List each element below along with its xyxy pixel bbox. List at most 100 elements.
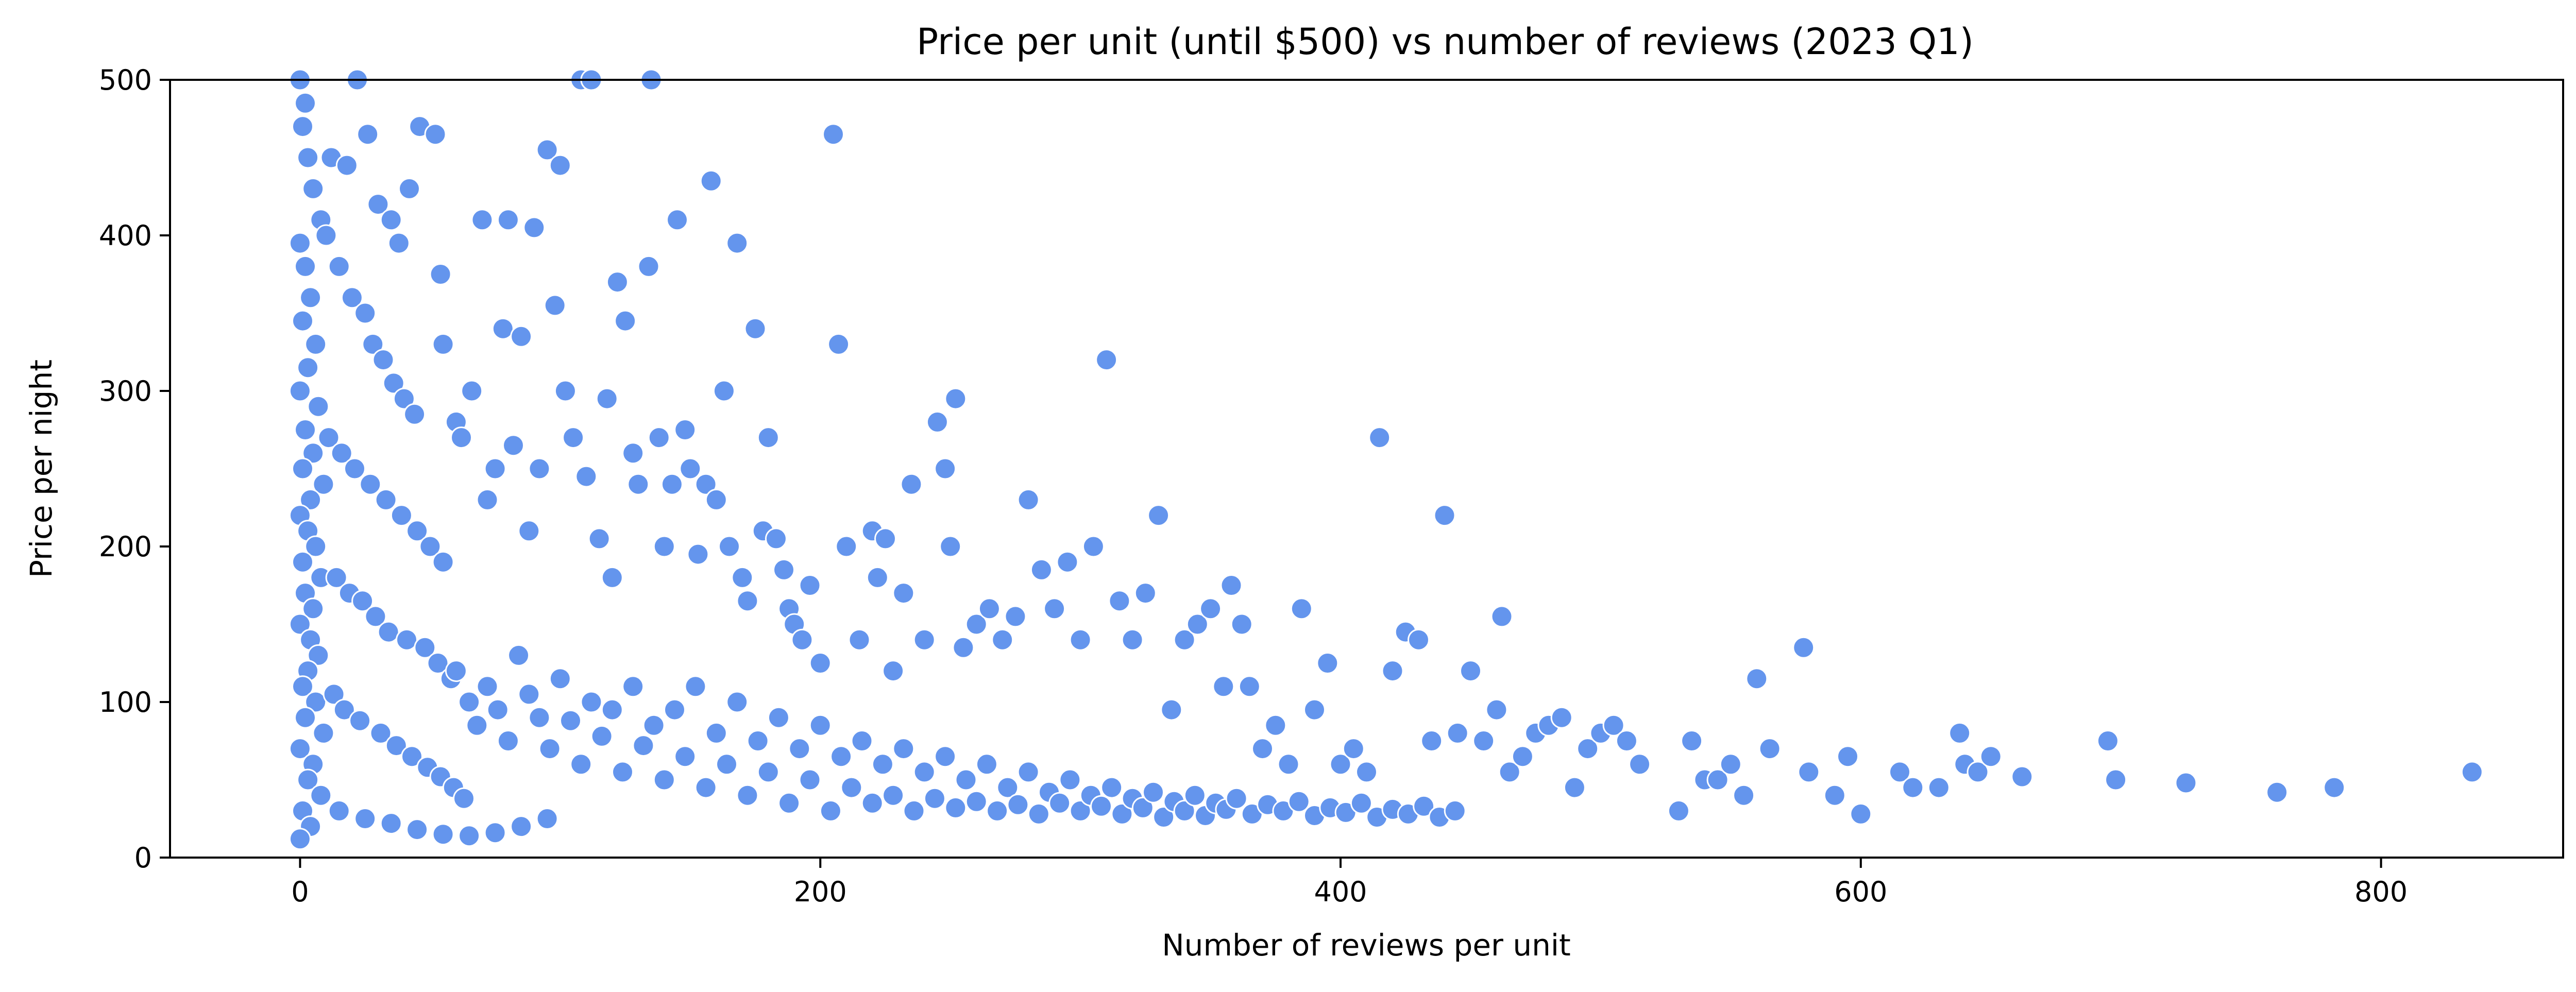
data-point: [1134, 582, 1157, 605]
data-point: [713, 380, 735, 402]
data-point: [614, 310, 637, 332]
data-point: [315, 224, 337, 247]
data-point: [304, 691, 327, 713]
data-point: [580, 691, 603, 713]
data-point: [458, 825, 481, 847]
data-point: [765, 527, 787, 550]
data-point: [892, 582, 915, 605]
data-points: [289, 69, 2483, 850]
data-point: [380, 209, 402, 231]
data-point: [484, 457, 506, 480]
data-point: [736, 784, 759, 807]
data-point: [289, 738, 311, 760]
data-point: [606, 271, 629, 294]
data-point: [791, 628, 814, 651]
data-point: [1287, 790, 1310, 813]
data-point: [502, 434, 524, 457]
data-point: [1837, 745, 1859, 768]
data-point: [2175, 772, 2197, 794]
data-point: [393, 387, 415, 410]
data-point: [747, 730, 769, 752]
data-point: [809, 714, 832, 737]
data-point: [510, 325, 533, 348]
data-point: [1446, 722, 1469, 744]
data-point: [653, 768, 675, 791]
data-point: [1792, 636, 1815, 659]
data-point: [944, 796, 967, 819]
data-point: [562, 426, 585, 449]
data-point: [1350, 792, 1372, 814]
data-point: [312, 473, 335, 495]
data-point: [1420, 730, 1443, 752]
data-point: [882, 784, 905, 807]
data-point: [1277, 753, 1300, 776]
data-point: [788, 738, 811, 760]
data-point: [528, 706, 551, 729]
data-point: [965, 790, 988, 813]
data-point: [1230, 613, 1253, 636]
data-point: [1082, 535, 1105, 558]
data-point: [1303, 698, 1326, 721]
data-point: [1719, 753, 1742, 776]
data-point: [1059, 768, 1081, 791]
data-point: [767, 706, 790, 729]
data-point: [523, 216, 546, 239]
data-point: [744, 317, 767, 340]
data-point: [330, 442, 353, 465]
data-point: [1485, 698, 1508, 721]
data-point: [1147, 504, 1170, 527]
data-point: [302, 177, 325, 200]
data-point: [497, 730, 519, 752]
data-point: [570, 753, 592, 776]
data-point: [731, 566, 754, 589]
data-point: [1850, 802, 1872, 825]
y-axis-label: Price per night: [24, 360, 59, 578]
data-point: [1017, 761, 1040, 783]
data-point: [369, 722, 392, 744]
data-point: [679, 457, 702, 480]
y-tick-label: 100: [99, 686, 152, 719]
data-point: [297, 146, 319, 169]
data-point: [1131, 796, 1154, 819]
data-point: [432, 333, 454, 355]
data-point: [1550, 706, 1573, 729]
data-point: [705, 488, 727, 511]
data-point: [1745, 668, 1768, 690]
data-point: [445, 660, 467, 682]
data-point: [892, 738, 915, 760]
data-point: [1355, 761, 1378, 783]
data-point: [809, 652, 832, 674]
data-point: [450, 426, 472, 449]
data-point: [1220, 574, 1243, 596]
data-point: [471, 209, 494, 231]
data-point: [757, 426, 779, 449]
x-tick-label: 600: [1834, 876, 1887, 908]
data-point: [307, 644, 330, 666]
data-point: [432, 551, 454, 573]
data-point: [648, 426, 670, 449]
data-point: [1212, 675, 1235, 698]
data-point: [939, 535, 962, 558]
data-point: [996, 776, 1019, 799]
data-point: [1615, 730, 1638, 752]
data-point: [874, 527, 896, 550]
data-point: [913, 628, 936, 651]
data-point: [1090, 795, 1112, 817]
data-point: [536, 808, 558, 830]
data-point: [934, 745, 957, 768]
data-point: [310, 784, 332, 807]
data-point: [2011, 765, 2033, 788]
data-point: [354, 302, 377, 324]
data-point: [718, 535, 740, 558]
data-point: [934, 457, 957, 480]
data-point: [2105, 768, 2127, 791]
data-point: [292, 310, 314, 332]
data-point: [575, 465, 598, 488]
data-point: [1498, 761, 1521, 783]
data-point: [913, 761, 936, 783]
data-point: [1100, 776, 1123, 799]
data-point: [1316, 652, 1339, 674]
data-point: [601, 566, 623, 589]
data-point: [694, 776, 717, 799]
data-point: [292, 115, 314, 138]
